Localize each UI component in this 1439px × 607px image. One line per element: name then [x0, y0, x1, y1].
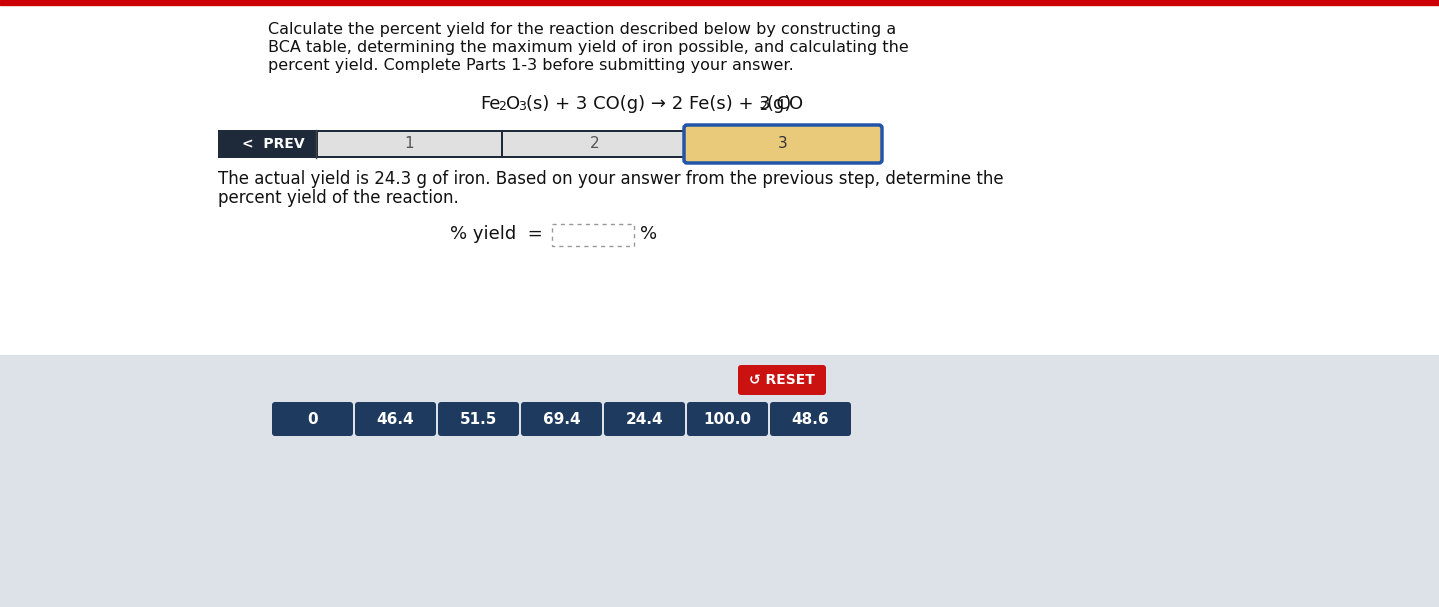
Text: (s) + 3 CO(g) → 2 Fe(s) + 3 CO: (s) + 3 CO(g) → 2 Fe(s) + 3 CO	[527, 95, 803, 113]
Text: 1: 1	[404, 137, 414, 152]
FancyBboxPatch shape	[770, 402, 850, 436]
Bar	[0, 0, 1439, 355]
Text: O: O	[507, 95, 519, 113]
Text: 51.5: 51.5	[460, 412, 498, 427]
FancyBboxPatch shape	[738, 365, 826, 395]
Text: % yield  =: % yield =	[450, 225, 543, 243]
Bar	[0, 355, 1439, 607]
Text: 100.0: 100.0	[704, 412, 751, 427]
Text: 69.4: 69.4	[543, 412, 580, 427]
Bar	[0, 0, 1439, 5]
Text: Calculate the percent yield for the reaction described below by constructing a: Calculate the percent yield for the reac…	[268, 22, 896, 37]
Text: BCA table, determining the maximum yield of iron possible, and calculating the: BCA table, determining the maximum yield…	[268, 40, 909, 55]
Text: percent yield of the reaction.: percent yield of the reaction.	[217, 189, 459, 207]
Text: 24.4: 24.4	[626, 412, 663, 427]
FancyBboxPatch shape	[686, 402, 768, 436]
FancyBboxPatch shape	[318, 132, 501, 156]
FancyBboxPatch shape	[504, 132, 686, 156]
Text: The actual yield is 24.3 g of iron. Based on your answer from the previous step,: The actual yield is 24.3 g of iron. Base…	[217, 170, 1003, 188]
Text: %: %	[640, 225, 658, 243]
FancyBboxPatch shape	[272, 402, 353, 436]
Text: 3: 3	[778, 137, 789, 152]
FancyBboxPatch shape	[437, 402, 519, 436]
FancyBboxPatch shape	[684, 125, 882, 163]
Text: 2: 2	[758, 100, 767, 113]
Text: 0: 0	[307, 412, 318, 427]
Bar	[553, 224, 635, 246]
Text: 46.4: 46.4	[377, 412, 414, 427]
Text: 2: 2	[590, 137, 599, 152]
Text: (g): (g)	[767, 95, 793, 113]
Text: Fe: Fe	[481, 95, 501, 113]
Text: percent yield. Complete Parts 1-3 before submitting your answer.: percent yield. Complete Parts 1-3 before…	[268, 58, 794, 73]
Text: <  PREV: < PREV	[242, 137, 304, 151]
Text: 3: 3	[518, 100, 525, 113]
FancyBboxPatch shape	[355, 402, 436, 436]
FancyBboxPatch shape	[217, 130, 878, 158]
Text: 2: 2	[498, 100, 507, 113]
Text: 48.6: 48.6	[791, 412, 829, 427]
FancyBboxPatch shape	[521, 402, 602, 436]
Text: ↺ RESET: ↺ RESET	[750, 373, 814, 387]
FancyBboxPatch shape	[604, 402, 685, 436]
